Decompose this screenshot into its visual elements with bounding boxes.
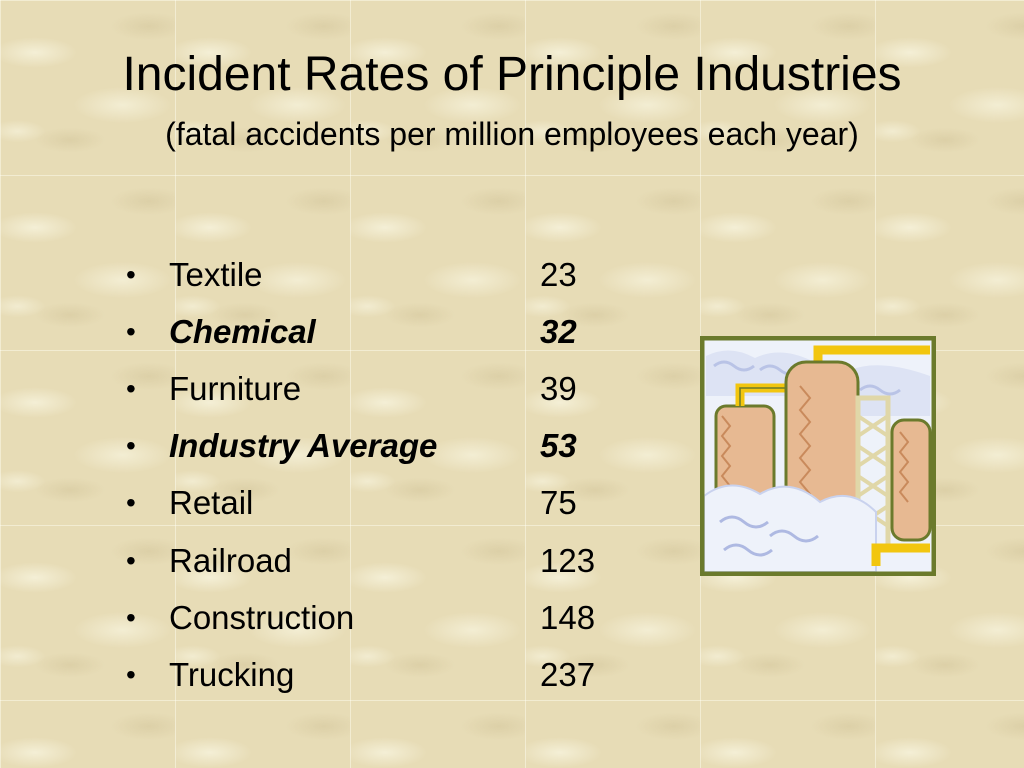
list-item: • Construction 148 <box>126 589 646 646</box>
incident-rate-value: 53 <box>540 427 577 465</box>
list-item: • Furniture 39 <box>126 360 646 417</box>
industry-label: Chemical <box>169 312 316 350</box>
bullet-icon: • <box>126 430 136 462</box>
bullet-icon: • <box>126 487 136 519</box>
bullet-icon: • <box>126 315 136 347</box>
incident-rate-value: 123 <box>540 541 596 579</box>
list-item: • Railroad 123 <box>126 532 646 589</box>
industry-label: Construction <box>169 598 355 636</box>
industry-label: Trucking <box>169 655 295 693</box>
bullet-icon: • <box>126 601 136 633</box>
list-item: • Textile 23 <box>126 246 646 303</box>
industry-label: Furniture <box>169 369 302 407</box>
incident-rate-value: 23 <box>540 255 577 293</box>
industry-label: Industry Average <box>169 427 438 465</box>
list-item: • Retail 75 <box>126 475 646 532</box>
bullet-icon: • <box>126 658 136 690</box>
industry-label: Retail <box>169 484 254 522</box>
industrial-plant-icon <box>700 336 936 576</box>
slide-subtitle: (fatal accidents per million employees e… <box>165 116 859 152</box>
industry-list: • Textile 23 • Chemical 32 • Furniture 3… <box>126 246 646 704</box>
list-item: • Trucking 237 <box>126 646 646 703</box>
bullet-icon: • <box>126 544 136 576</box>
incident-rate-value: 32 <box>540 312 577 350</box>
bullet-icon: • <box>126 258 136 290</box>
list-item: • Industry Average 53 <box>126 418 646 475</box>
slide-title: Incident Rates of Principle Industries <box>122 48 902 101</box>
incident-rate-value: 237 <box>540 655 596 693</box>
list-item: • Chemical 32 <box>126 303 646 360</box>
incident-rate-value: 148 <box>540 598 596 636</box>
bullet-icon: • <box>126 372 136 404</box>
incident-rate-value: 75 <box>540 484 577 522</box>
incident-rate-value: 39 <box>540 369 577 407</box>
industry-label: Railroad <box>169 541 292 579</box>
industry-label: Textile <box>169 255 263 293</box>
